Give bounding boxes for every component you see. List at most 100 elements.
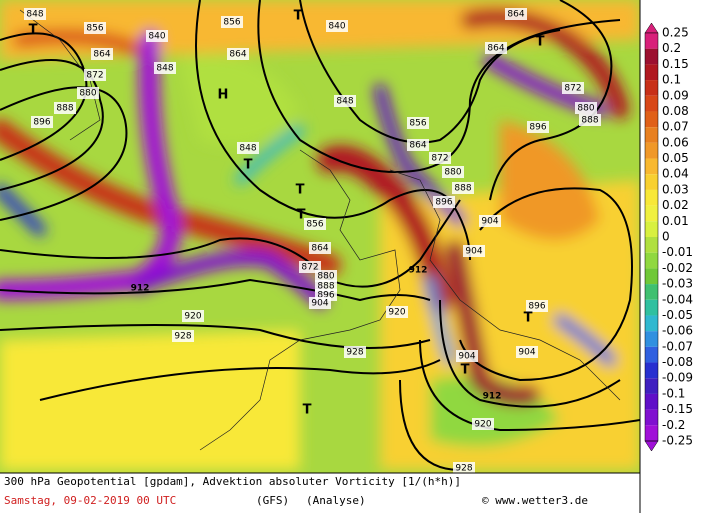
contour-label: 904 [481, 217, 498, 227]
map-title: 300 hPa Geopotential [gpdam], Advektion … [4, 475, 461, 488]
label-bg [54, 102, 76, 114]
label-bg [485, 42, 507, 54]
scale-band [645, 142, 658, 159]
scale-band [645, 393, 658, 410]
contour-line [0, 324, 431, 349]
scale-band [645, 409, 658, 426]
contour-label: 872 [431, 154, 448, 164]
vorticity-patch [0, 330, 300, 470]
scale-label: -0.08 [662, 355, 693, 369]
label-bg [146, 30, 168, 42]
contour-label: 928 [174, 332, 191, 342]
vorticity-patch [0, 184, 46, 236]
label-bg [433, 196, 455, 208]
label-bg [453, 462, 475, 473]
contour-label: 864 [409, 141, 426, 151]
scale-label: -0.06 [662, 324, 693, 338]
contour-label: 872 [86, 71, 103, 81]
vorticity-patch [0, 30, 182, 300]
geopotential-contours [0, 0, 640, 471]
label-bg [154, 62, 176, 74]
scale-label: 0 [662, 230, 670, 244]
scale-band [645, 64, 658, 81]
contour-label: 864 [507, 10, 524, 20]
contour-label: 856 [409, 119, 426, 129]
label-bg [407, 139, 429, 151]
label-bg [227, 48, 249, 60]
scale-band [645, 189, 658, 206]
scale-label: 0.2 [662, 41, 681, 55]
label-bg [472, 418, 494, 430]
contour-label: 880 [444, 168, 461, 178]
scale-band [645, 252, 658, 269]
contour-label: 920 [388, 308, 405, 318]
contour-label: 912 [131, 284, 150, 294]
scale-label: 0.04 [662, 167, 689, 181]
map-labels: 8488568648728808888968408488568648408488… [24, 8, 601, 473]
scale-band [645, 331, 658, 347]
scale-band [645, 111, 658, 128]
label-bg [77, 87, 99, 99]
scale-label: -0.09 [662, 371, 693, 385]
scale-band [645, 221, 658, 237]
label-bg [334, 95, 356, 107]
vorticity-patch [461, 8, 629, 119]
contour-label: 864 [487, 44, 504, 54]
scale-label: -0.2 [662, 418, 685, 432]
contour-label: 864 [311, 244, 328, 254]
contour-label: 872 [301, 263, 318, 273]
scale-band [645, 346, 658, 363]
label-bg [24, 8, 46, 20]
vorticity-patch [132, 249, 328, 308]
contour-label: 904 [518, 348, 535, 358]
label-bg [182, 310, 204, 322]
pressure-center: T [536, 35, 545, 50]
scale-band [645, 284, 658, 300]
contour-line [0, 199, 461, 288]
contour-label: 896 [33, 118, 50, 128]
contour-label: 888 [454, 184, 471, 194]
scale-label: 0.03 [662, 182, 689, 196]
pressure-center: T [296, 183, 305, 198]
scale-band [645, 33, 658, 49]
credit: © www.wetter3.de [482, 494, 588, 507]
scale-band [645, 362, 658, 379]
scale-band [645, 95, 658, 112]
label-bg [91, 48, 113, 60]
scale-label: 0.01 [662, 214, 689, 228]
contour-label: 848 [156, 64, 173, 74]
color-scale: 0.250.20.150.10.090.080.070.060.050.040.… [644, 22, 693, 452]
vorticity-patch [500, 120, 600, 240]
scale-arrow-bottom [644, 440, 659, 452]
scale-band [645, 237, 658, 253]
scale-band [645, 158, 658, 175]
contour-label: 920 [184, 312, 201, 322]
scale-band [645, 80, 658, 96]
scale-band [645, 268, 658, 285]
scale-frame [644, 32, 659, 442]
label-bg [527, 121, 549, 133]
contour-label: 848 [336, 97, 353, 107]
contour-label: 848 [26, 10, 43, 20]
scale-label: 0.25 [662, 26, 689, 40]
contour-label: 896 [529, 123, 546, 133]
scale-label: 0.08 [662, 104, 689, 118]
contour-line [419, 339, 640, 432]
contour-label: 896 [317, 291, 334, 301]
label-bg [309, 242, 331, 254]
contour-label: 888 [581, 116, 598, 126]
map-date: Samstag, 09-02-2019 00 UTC [4, 494, 176, 507]
contour-label: 840 [328, 22, 345, 32]
contour-label: 896 [435, 198, 452, 208]
pressure-center: T [294, 9, 303, 24]
label-bg [442, 166, 464, 178]
scale-band [645, 48, 658, 65]
scale-band [645, 315, 658, 332]
vorticity-patch [554, 314, 616, 366]
coastline [199, 149, 401, 451]
scale-band [645, 299, 658, 316]
contour-label: 880 [317, 272, 334, 282]
scale-band [645, 127, 658, 143]
scale-band [645, 205, 658, 222]
